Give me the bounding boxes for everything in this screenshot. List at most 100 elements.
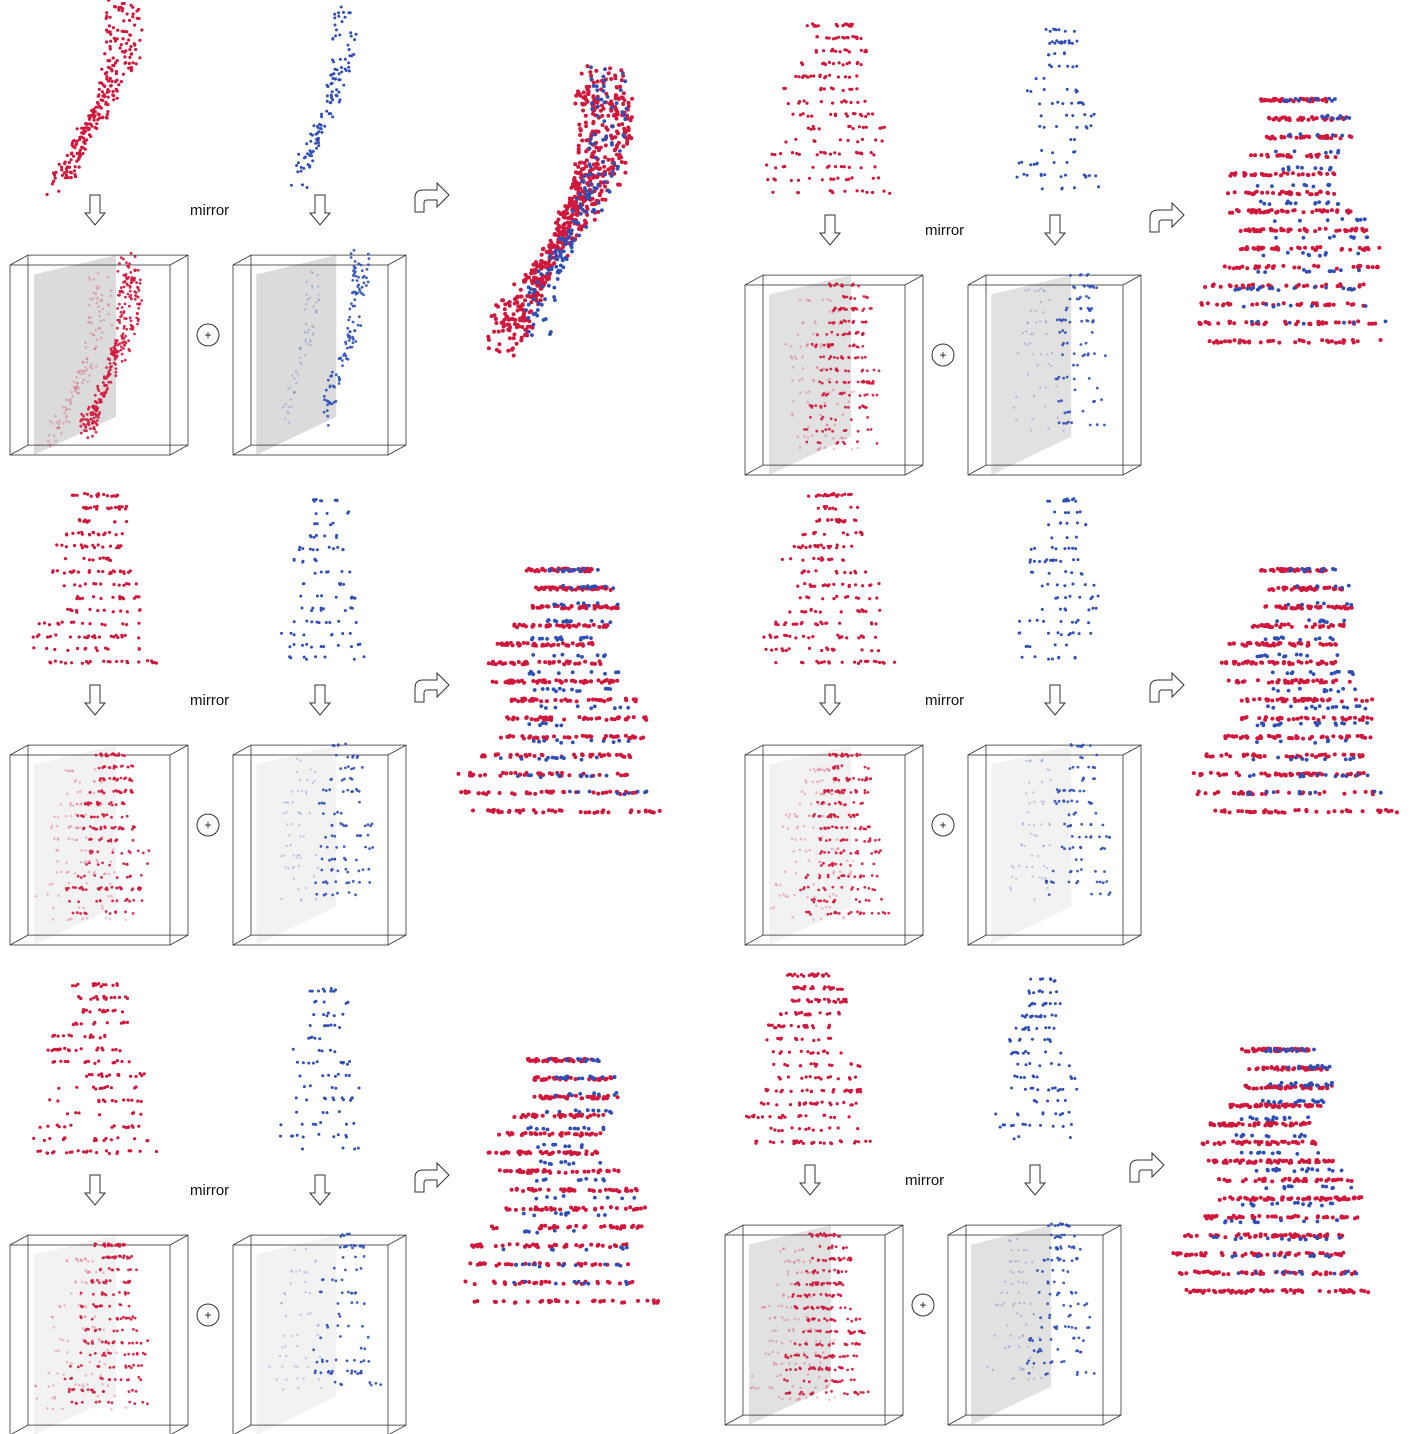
- point: [60, 620, 64, 624]
- point: [129, 251, 133, 255]
- point: [292, 642, 296, 646]
- point: [1035, 161, 1039, 165]
- point: [315, 892, 319, 896]
- point: [833, 356, 836, 359]
- point: [129, 281, 133, 285]
- point: [331, 743, 335, 747]
- point: [349, 776, 352, 780]
- point: [323, 398, 326, 402]
- point: [1058, 331, 1062, 334]
- point: [843, 308, 847, 311]
- point: [829, 112, 833, 116]
- point: [361, 276, 365, 279]
- point: [784, 140, 788, 144]
- point: [1205, 301, 1210, 306]
- point: [58, 419, 62, 423]
- point: [1352, 287, 1356, 291]
- point: [111, 595, 115, 599]
- point: [1044, 386, 1048, 389]
- point: [1276, 288, 1281, 292]
- point: [361, 868, 365, 871]
- point: [1082, 173, 1086, 177]
- point: [1047, 53, 1051, 57]
- point: [319, 499, 322, 503]
- point: [802, 321, 806, 324]
- point: [314, 512, 318, 516]
- point: [1100, 398, 1103, 402]
- point: [534, 276, 539, 281]
- point: [600, 791, 605, 795]
- point: [96, 271, 100, 275]
- point: [829, 354, 833, 358]
- point: [1318, 171, 1323, 176]
- point: [849, 24, 853, 28]
- point: [818, 380, 822, 384]
- point: [515, 752, 520, 757]
- point: [818, 610, 822, 614]
- box-edge: [232, 254, 252, 266]
- point: [92, 791, 96, 795]
- point: [541, 735, 546, 740]
- point: [1297, 265, 1302, 270]
- point: [801, 634, 806, 638]
- point: [84, 426, 88, 429]
- point: [1236, 209, 1241, 214]
- point: [582, 161, 587, 165]
- point: [615, 166, 620, 171]
- point: [115, 838, 119, 841]
- point: [335, 499, 339, 502]
- point: [804, 391, 808, 394]
- point: [108, 777, 112, 780]
- point: [75, 159, 79, 163]
- point: [95, 858, 99, 862]
- point: [304, 322, 308, 326]
- point: [603, 180, 607, 184]
- point: [608, 789, 613, 794]
- point: [833, 320, 836, 324]
- point: [347, 318, 351, 322]
- point: [307, 328, 310, 332]
- point: [838, 322, 841, 326]
- point: [331, 893, 335, 897]
- point: [822, 87, 826, 91]
- point: [1085, 319, 1089, 322]
- point: [855, 189, 859, 193]
- point: [580, 138, 585, 143]
- point: [844, 178, 849, 182]
- point: [105, 366, 109, 369]
- point: [1347, 320, 1352, 325]
- point: [1350, 338, 1355, 342]
- point: [794, 636, 798, 640]
- point: [125, 327, 129, 331]
- point: [73, 780, 77, 783]
- point: [109, 506, 113, 510]
- point: [570, 212, 575, 217]
- point: [310, 284, 314, 287]
- point: [511, 353, 516, 358]
- point: [825, 646, 829, 650]
- point: [92, 416, 96, 420]
- point: [72, 543, 77, 548]
- point: [53, 173, 57, 177]
- point: [1075, 39, 1079, 43]
- point: [619, 773, 624, 778]
- point: [865, 190, 869, 194]
- point: [819, 355, 823, 359]
- point: [54, 439, 58, 443]
- point: [614, 101, 619, 105]
- point: [130, 325, 134, 328]
- point: [60, 543, 64, 547]
- point: [138, 38, 142, 42]
- point: [1268, 226, 1273, 231]
- point: [129, 294, 133, 297]
- point: [841, 24, 845, 28]
- point: [123, 343, 127, 347]
- point: [48, 883, 52, 886]
- point: [503, 661, 508, 666]
- point: [312, 498, 316, 502]
- point: [534, 585, 539, 590]
- point: [584, 210, 589, 215]
- point: [114, 633, 118, 637]
- point: [843, 381, 847, 385]
- point: [1295, 319, 1300, 324]
